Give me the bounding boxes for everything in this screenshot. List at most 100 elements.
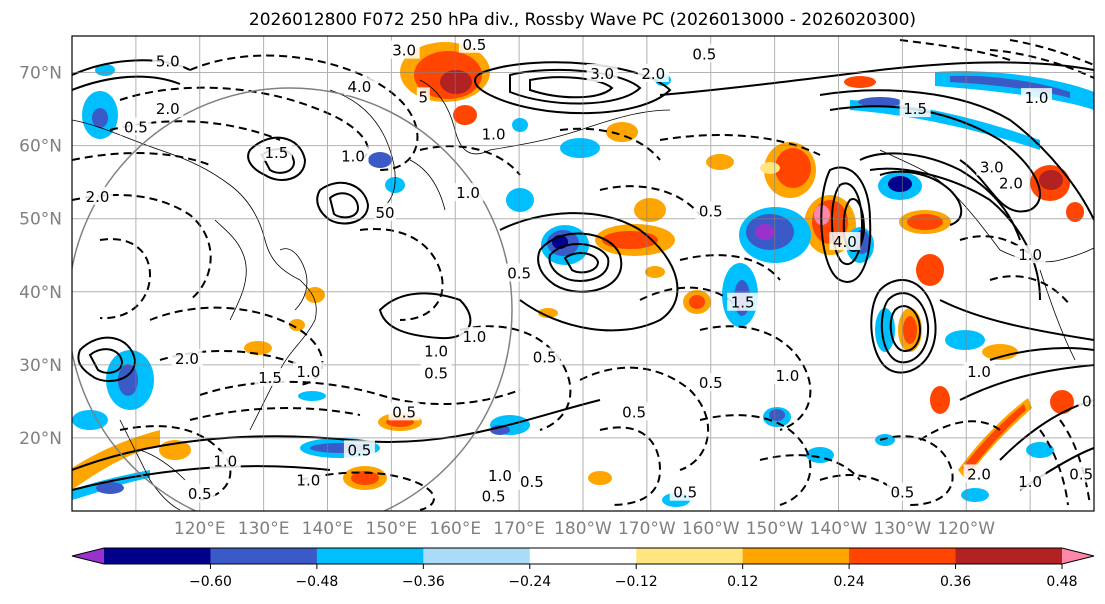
contour-labels: 5.03.0 0.54.03.0 2.00.550.52.01.01.5 1.01.0… [82, 36, 1105, 505]
contour-label: 1.0 [482, 126, 506, 144]
lon-label: 140°W [810, 519, 868, 539]
contour-label-bg [82, 186, 114, 205]
contour-label: 1.0 [1018, 473, 1042, 491]
contour-label: 0.5 [622, 403, 646, 421]
longitude-labels: 120°E 130°E 140°E 150°E 160°E 170°E 180°W 170°W… [174, 519, 995, 539]
contour-label-bg [152, 99, 184, 118]
contour-label-bg [1014, 245, 1046, 264]
colorbar-tick-label: −0.24 [508, 574, 551, 590]
lat-label: 30°N [19, 356, 62, 376]
colorbar-segment [316, 548, 424, 564]
lon-label: 150°W [746, 519, 804, 539]
contour-label-bg [337, 146, 369, 165]
contour-label-bg [120, 117, 152, 136]
contour-label-bg [152, 51, 184, 70]
contour-label: 0.5 [392, 403, 416, 421]
lon-label: 160°E [429, 519, 481, 539]
contour-label: 0.5 [424, 365, 448, 383]
lon-label: 130°E [238, 519, 290, 539]
contour-label-bg [343, 440, 375, 459]
contour-label: 1.0 [456, 184, 480, 202]
contour-label: 1.0 [775, 367, 799, 385]
contour-label: 0.5 [520, 473, 544, 491]
contour-label: 0.5 [699, 202, 723, 220]
contour-label-bg [452, 183, 484, 202]
contour-label-bg [586, 64, 618, 82]
lon-label: 120°E [174, 519, 226, 539]
contour-label-bg [695, 373, 727, 392]
contour-label: 0.5 [1082, 392, 1105, 410]
contour-label: 0.5 [699, 374, 723, 392]
contour-label: 0.5 [890, 484, 914, 502]
colorbar-extend-high [1062, 548, 1094, 564]
contour-label-bg [171, 349, 203, 367]
lon-label: 130°W [873, 519, 931, 539]
lon-label: 150°E [366, 519, 418, 539]
contour-label-bg [1078, 391, 1094, 410]
lon-label: 170°W [618, 519, 676, 539]
colorbar-segment [210, 548, 318, 564]
contour-label-bg [458, 36, 490, 53]
contour-label: 3.0 [590, 65, 614, 83]
colorbar-segment [742, 548, 850, 564]
colorbar-tick-label: 0.24 [834, 574, 865, 590]
contour-label-bg [254, 368, 286, 386]
contour-label-bg [771, 365, 803, 384]
contour-label-bg [260, 142, 292, 161]
contour-label-bg [503, 263, 535, 282]
contour-label: 0.5 [188, 485, 212, 503]
colorbar-segment [104, 548, 211, 564]
colorbar-extend-low [72, 548, 104, 564]
contour-label: 1.0 [1018, 246, 1042, 264]
contour-label: 0.5 [507, 265, 531, 283]
contour-label-bg [1014, 471, 1046, 490]
contour-label: 1.5 [264, 144, 288, 162]
contour-label-bg [688, 44, 720, 63]
colorbar-tick-label: −0.12 [615, 574, 658, 590]
colorbar-segment [955, 548, 1063, 564]
map-frame [71, 35, 1095, 512]
lat-label: 20°N [19, 429, 62, 449]
lon-label: 140°E [302, 519, 354, 539]
contour-label: 2.0 [967, 465, 991, 483]
contour-label: 2.0 [86, 188, 110, 206]
contour-label: 1.5 [903, 100, 927, 118]
contour-label-bg [484, 465, 516, 484]
graticule [72, 36, 1094, 511]
contour-label: 0.5 [462, 36, 486, 54]
colorbar-tick-label: 0.12 [727, 574, 758, 590]
contour-label-bg [478, 486, 510, 505]
contour-label-bg [388, 402, 420, 421]
colorbar-segment [423, 548, 531, 564]
contour-label-bg [727, 292, 759, 311]
contour-label: 1.0 [341, 148, 365, 166]
colorbar-tick-label: −0.36 [402, 574, 445, 590]
contour-label-bg [373, 202, 396, 221]
contour-label: 1.0 [462, 328, 486, 346]
lon-label: 170°E [493, 519, 545, 539]
contour-label-bg [516, 471, 548, 490]
contour-label: 0.5 [692, 45, 716, 63]
contour-label-bg [886, 482, 918, 501]
lon-label: 180°W [554, 519, 612, 539]
lat-label: 70°N [19, 64, 62, 84]
contour-label: 3.0 [980, 159, 1004, 177]
contour-label-bg [478, 124, 510, 143]
contour-label: 1.0 [488, 467, 512, 485]
contour-label-bg [209, 451, 241, 470]
contour-label-bg [416, 87, 430, 106]
contour-label-bg [458, 327, 490, 346]
lat-label: 60°N [19, 137, 62, 157]
contour-label-bg [963, 362, 995, 381]
contour-label: 1.0 [1025, 89, 1049, 107]
contour-label: 1.0 [1095, 305, 1105, 323]
contour-label: 0.5 [533, 349, 557, 367]
lon-label: 120°W [937, 519, 995, 539]
colorbar: −0.60 −0.48 −0.36 −0.24 −0.12 0.12 0.24 0.36 0.4… [71, 547, 1095, 590]
contour-label: 5.0 [156, 53, 180, 71]
lat-label: 40°N [19, 283, 62, 303]
contour-label: 2.0 [156, 100, 180, 118]
contour-label-bg [995, 173, 1027, 192]
colorbar-outline [71, 547, 1095, 565]
